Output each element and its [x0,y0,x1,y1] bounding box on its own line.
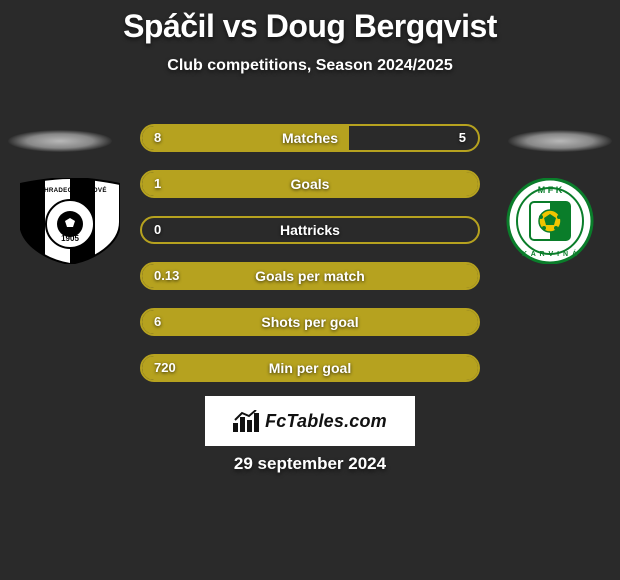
stat-pill: 8Matches5 [140,124,480,152]
svg-text:1905: 1905 [61,234,79,243]
stat-label: Min per goal [142,356,478,380]
watermark-icon [233,410,259,432]
footer-date: 29 september 2024 [0,454,620,474]
stat-pill: 720Min per goal [140,354,480,382]
player-shadow-right [508,130,612,152]
stat-pill: 1Goals [140,170,480,198]
watermark-text: FcTables.com [265,411,387,432]
stat-right-value: 5 [459,126,466,150]
svg-text:K A R V I N Á: K A R V I N Á [522,249,578,258]
page-title: Spáčil vs Doug Bergqvist [0,0,620,45]
stat-label: Goals per match [142,264,478,288]
stat-pill: 0.13Goals per match [140,262,480,290]
stat-label: Shots per goal [142,310,478,334]
stat-pill: 6Shots per goal [140,308,480,336]
stat-label: Hattricks [142,218,478,242]
page-subtitle: Club competitions, Season 2024/2025 [0,57,620,75]
stat-pill: 0Hattricks [140,216,480,244]
stats-container: 8Matches5 1Goals 0Hattricks 0.13Goals per m… [140,124,480,400]
club-crest-left: 1905 FC HRADEC KRÁLOVÉ [20,178,120,264]
player-shadow-left [8,130,112,152]
svg-text:M F K: M F K [538,185,563,195]
watermark: FcTables.com [205,396,415,446]
stat-label: Goals [142,172,478,196]
stat-label: Matches [142,126,478,150]
svg-text:FC HRADEC KRÁLOVÉ: FC HRADEC KRÁLOVÉ [33,186,107,194]
club-crest-right: M F K K A R V I N Á [500,178,600,264]
